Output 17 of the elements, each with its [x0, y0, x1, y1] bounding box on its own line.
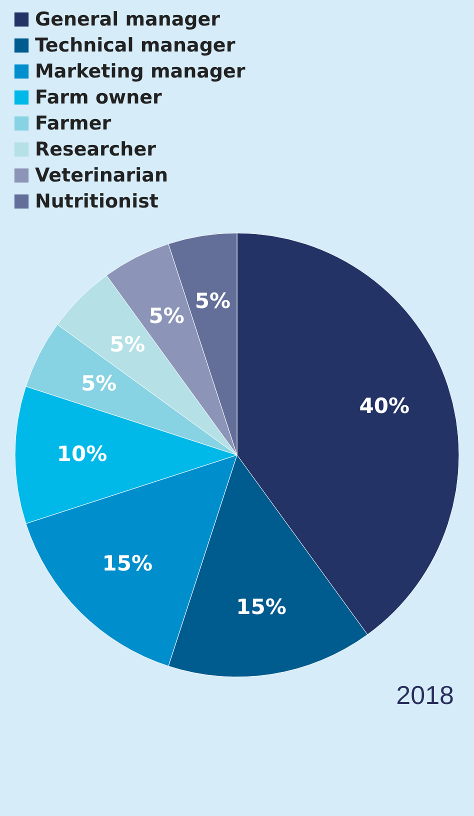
- data-label: 40%: [359, 394, 410, 418]
- data-label: 5%: [194, 288, 231, 313]
- data-label: 10%: [56, 442, 108, 466]
- data-label: 15%: [102, 552, 153, 576]
- data-label: 5%: [148, 304, 184, 328]
- data-label: 15%: [236, 595, 286, 620]
- legend-label: Marketing manager: [35, 60, 246, 82]
- legend-label: Veterinarian: [35, 164, 168, 186]
- legend-label: General manager: [35, 8, 221, 30]
- data-label: 5%: [110, 332, 146, 356]
- legend-label: Researcher: [35, 138, 157, 160]
- legend-label: Technical manager: [35, 34, 236, 56]
- legend-label: Nutritionist: [35, 190, 158, 212]
- legend-label: Farmer: [35, 112, 112, 134]
- legend-label: Farm owner: [35, 86, 162, 108]
- text: 2018: [395, 680, 454, 711]
- data-label: 5%: [81, 372, 117, 396]
